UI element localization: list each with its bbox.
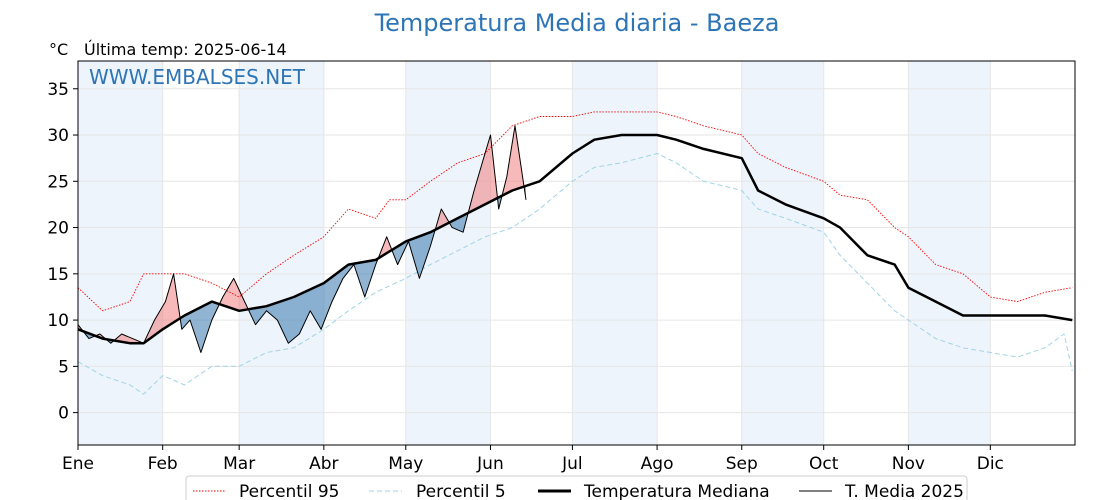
fill-above-median [114,273,181,344]
legend-label-current: T. Media 2025 [844,482,964,500]
last-temp-label: Última temp: 2025-06-14 [84,40,287,59]
fill-above-median [468,135,498,213]
x-tick-label-may: May [388,454,423,474]
month-band-ene [78,61,163,445]
x-tick-label-feb: Feb [148,454,178,474]
y-tick-label: 0 [58,404,69,424]
month-band-sep [741,61,824,445]
y-tick-label: 15 [47,265,69,285]
fill-below-median [180,301,220,353]
unit-label: °C [49,40,68,59]
month-band-jul [572,61,658,445]
series-lines [77,111,1073,395]
fill-above-median [219,278,249,311]
y-tick-label: 25 [47,172,69,192]
y-axis-ticks: 0 5 10 15 20 25 30 35 [47,80,78,424]
fill-above-median [502,125,524,196]
series-line-temperatura-mediana [77,133,1073,345]
chart-title: Temperatura Media diaria - Baeza [374,9,780,37]
legend-label-p5: Percentil 5 [416,482,506,500]
x-tick-label-jun: Jun [476,454,504,474]
fill-below-median [391,229,436,279]
grid-lines [77,61,1075,445]
series-line-percentil-95 [77,111,1073,312]
fill-below-median [449,213,469,233]
x-tick-label-sep: Sep [726,454,758,474]
legend-label-p95: Percentil 95 [239,482,339,500]
y-tick-label: 5 [58,357,69,377]
month-bands [78,61,991,445]
x-tick-label-nov: Nov [892,454,925,474]
x-tick-label-dic: Dic [977,454,1004,474]
y-tick-label: 35 [47,80,69,100]
x-tick-label-ago: Ago [641,454,674,474]
plot-frame [77,60,1076,446]
series-line-percentil-5 [77,153,1073,395]
legend-frame [185,475,968,500]
y-tick-label: 20 [47,219,69,239]
watermark: WWW.EMBALSES.NET [89,65,306,89]
x-tick-label-oct: Oct [809,454,839,474]
x-tick-label-jul: Jul [561,454,583,474]
legend: Percentil 95 Percentil 5 Temperatura Med… [185,475,968,500]
month-band-mar [239,61,324,445]
x-tick-label-mar: Mar [223,454,255,474]
month-band-nov [908,61,991,445]
legend-label-median: Temperatura Mediana [583,482,770,500]
x-axis-ticks: Ene Feb Mar Abr May Jun Jul Ago Sep Oct Nov Dic [62,445,1004,474]
y-tick-label: 30 [47,126,69,146]
fill-below-median [248,258,379,344]
x-tick-label-abr: Abr [309,454,338,474]
series-line-t-media-2025 [77,125,527,353]
fill-above-median [435,209,450,230]
x-tick-label-ene: Ene [62,454,94,474]
y-tick-label: 10 [47,311,69,331]
